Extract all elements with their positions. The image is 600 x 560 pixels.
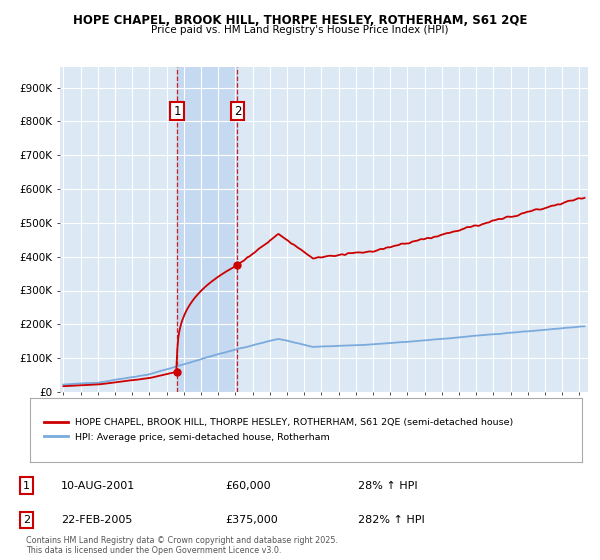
Text: 2: 2: [234, 105, 241, 118]
Text: 22-FEB-2005: 22-FEB-2005: [61, 515, 133, 525]
Text: Contains HM Land Registry data © Crown copyright and database right 2025.
This d: Contains HM Land Registry data © Crown c…: [26, 536, 338, 556]
Legend: HOPE CHAPEL, BROOK HILL, THORPE HESLEY, ROTHERHAM, S61 2QE (semi-detached house): HOPE CHAPEL, BROOK HILL, THORPE HESLEY, …: [40, 414, 517, 445]
Text: 10-AUG-2001: 10-AUG-2001: [61, 480, 135, 491]
Text: 282% ↑ HPI: 282% ↑ HPI: [358, 515, 424, 525]
Text: 28% ↑ HPI: 28% ↑ HPI: [358, 480, 417, 491]
Text: 1: 1: [23, 480, 30, 491]
Text: 1: 1: [173, 105, 181, 118]
Bar: [177, 67, 238, 392]
Text: Price paid vs. HM Land Registry's House Price Index (HPI): Price paid vs. HM Land Registry's House …: [151, 25, 449, 35]
Text: £60,000: £60,000: [225, 480, 271, 491]
Text: HOPE CHAPEL, BROOK HILL, THORPE HESLEY, ROTHERHAM, S61 2QE: HOPE CHAPEL, BROOK HILL, THORPE HESLEY, …: [73, 14, 527, 27]
Text: £375,000: £375,000: [225, 515, 278, 525]
Text: 2: 2: [23, 515, 30, 525]
